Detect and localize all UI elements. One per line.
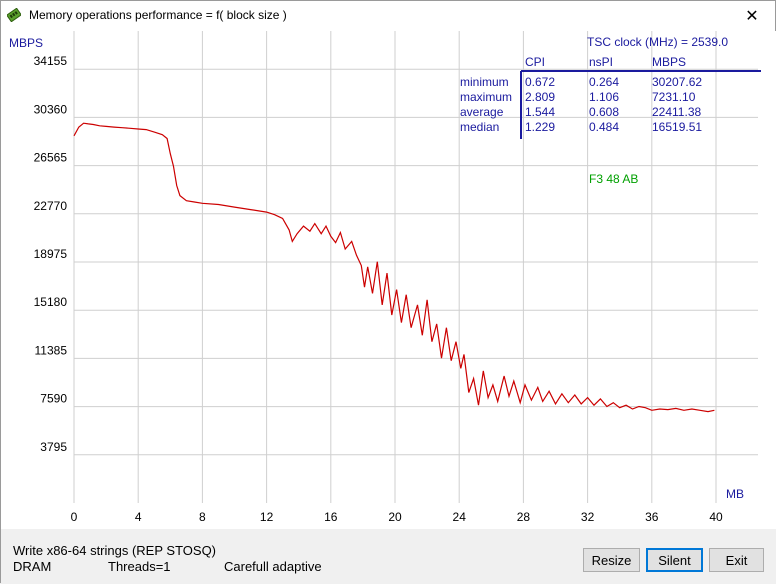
- silent-button[interactable]: Silent: [646, 548, 703, 572]
- close-button[interactable]: ✕: [729, 1, 775, 31]
- exit-button[interactable]: Exit: [709, 548, 764, 572]
- stats-row-mbps: 16519.51: [652, 120, 702, 134]
- y-tick-label: 15180: [34, 295, 68, 309]
- y-tick-label: 11385: [35, 343, 68, 357]
- stats-col-mbps: MBPS: [652, 55, 686, 69]
- stats-row-label: median: [460, 120, 499, 134]
- stats-col-nspi: nsPI: [589, 55, 613, 69]
- chart-grid: [73, 31, 758, 503]
- stats-row-label: average: [460, 105, 504, 119]
- x-tick-label: 4: [135, 510, 142, 524]
- stats-row-nspi: 1.106: [589, 90, 619, 104]
- x-tick-label: 16: [324, 510, 338, 524]
- stats-row-nspi: 0.264: [589, 75, 619, 89]
- stats-panel: TSC clock (MHz) = 2539.0 CPI nsPI MBPS m…: [460, 35, 761, 186]
- x-tick-label: 20: [388, 510, 402, 524]
- stats-col-cpi: CPI: [525, 55, 545, 69]
- series-line-write: [73, 122, 715, 413]
- x-tick-label: 8: [199, 510, 206, 524]
- chart-area: 3795 7590 11385 15180 18975 22770 26565 30360 34…: [1, 31, 776, 529]
- stats-row-label: maximum: [460, 90, 512, 104]
- memory-chip-icon: [7, 8, 21, 22]
- stats-row-cpi: 2.809: [525, 90, 555, 104]
- x-tick-label: 28: [517, 510, 531, 524]
- stats-row-mbps: 22411.38: [652, 105, 701, 119]
- x-tick-label: 24: [453, 510, 467, 524]
- x-axis-ticks: 0 4 8 12 16 20 24 28 32 36 40: [71, 510, 723, 524]
- tsc-clock: TSC clock (MHz) = 2539.0: [587, 35, 728, 49]
- x-axis-label: MB: [726, 487, 744, 501]
- x-tick-label: 32: [581, 510, 595, 524]
- stats-row-label: minimum: [460, 75, 509, 89]
- x-tick-label: 36: [645, 510, 659, 524]
- memory-type-label: DRAM: [13, 559, 52, 574]
- stats-row-nspi: 0.608: [589, 105, 619, 119]
- stats-row-cpi: 1.229: [525, 120, 555, 134]
- opcode-bytes: F3 48 AB: [589, 172, 638, 186]
- stats-row-cpi: 1.544: [525, 105, 555, 119]
- mode-label: Carefull adaptive: [224, 559, 322, 574]
- x-tick-label: 12: [260, 510, 274, 524]
- stats-row-nspi: 0.484: [589, 120, 619, 134]
- window-title: Memory operations performance = f( block…: [29, 8, 287, 22]
- resize-button[interactable]: Resize: [583, 548, 640, 572]
- y-tick-label: 22770: [34, 199, 68, 213]
- title-bar: Memory operations performance = f( block…: [1, 1, 775, 31]
- y-tick-label: 7590: [40, 392, 67, 406]
- y-tick-label: 30360: [34, 102, 68, 116]
- threads-label: Threads=1: [108, 559, 171, 574]
- performance-chart: 3795 7590 11385 15180 18975 22770 26565 30360 34…: [9, 31, 761, 524]
- y-tick-label: 3795: [40, 440, 67, 454]
- x-tick-label: 0: [71, 510, 78, 524]
- y-tick-label: 34155: [34, 54, 68, 68]
- y-tick-label: 18975: [34, 247, 68, 261]
- y-tick-label: 26565: [34, 151, 68, 165]
- stats-row-mbps: 7231.10: [652, 90, 696, 104]
- y-axis-ticks: 3795 7590 11385 15180 18975 22770 26565 30360 34…: [34, 54, 68, 454]
- operation-label: Write x86-64 strings (REP STOSQ): [13, 543, 217, 558]
- close-icon: ✕: [745, 8, 759, 25]
- x-tick-label: 40: [709, 510, 723, 524]
- stats-row-mbps: 30207.62: [652, 75, 702, 89]
- stats-row-cpi: 0.672: [525, 75, 555, 89]
- y-axis-label: MBPS: [9, 36, 43, 50]
